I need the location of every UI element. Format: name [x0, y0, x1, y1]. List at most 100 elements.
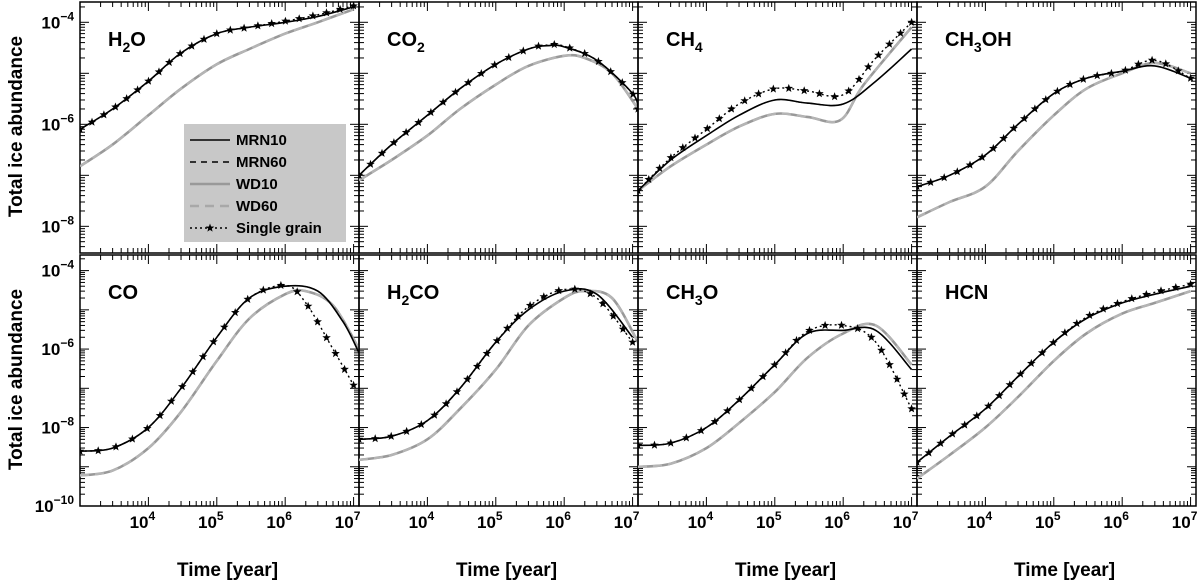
x-ticks	[79, 255, 355, 506]
x-tick-label: 105	[1035, 509, 1061, 532]
panel-title-rest: CO	[409, 282, 439, 304]
x-tick-exp: 5	[217, 509, 224, 523]
single-grain-marker	[267, 19, 276, 28]
y-ticks	[80, 6, 359, 254]
panel-title-main: CH	[666, 282, 695, 304]
single-grain-marker	[198, 352, 208, 361]
single-grain-marker	[1053, 86, 1062, 95]
panel-title-sub: 3	[974, 39, 982, 55]
single-grain-marker	[917, 182, 922, 191]
single-grain-marker	[401, 127, 411, 137]
single-grain-marker	[331, 349, 340, 358]
single-grain-marker	[1037, 348, 1047, 357]
single-grain-marker	[452, 387, 462, 396]
single-grain-marker	[1065, 80, 1075, 89]
series-mrn60	[359, 288, 634, 440]
single-grain-marker	[482, 349, 492, 358]
series-wd10	[917, 289, 1192, 480]
series-mrn10	[638, 326, 913, 447]
single-grain-marker	[187, 41, 197, 50]
single-grain-marker	[430, 410, 439, 419]
x-tick-label: 104	[967, 509, 993, 532]
series-single-grain	[638, 324, 913, 447]
single-grain-marker	[900, 389, 909, 398]
single-grain-marker	[580, 49, 589, 58]
legend: MRN10 MRN60 WD10 WD60 Single grain	[184, 124, 346, 242]
panel-title-sub: 4	[695, 39, 703, 55]
panel-title: HCN	[945, 282, 988, 304]
single-grain-marker	[995, 391, 1004, 400]
panel-frame	[916, 1, 1197, 254]
x-tick-label: 107	[893, 509, 919, 532]
panel-series	[917, 279, 1195, 480]
single-grain-marker	[554, 286, 564, 295]
panel-title: CH4	[666, 29, 703, 55]
x-tick-base: 10	[545, 513, 564, 532]
single-grain-marker	[550, 40, 559, 49]
single-grain-marker	[472, 361, 482, 371]
single-grain-marker	[989, 143, 998, 153]
single-grain-marker	[628, 337, 637, 346]
series-single-grain	[80, 284, 355, 452]
single-grain-marker	[896, 28, 905, 37]
single-grain-marker	[1009, 123, 1018, 132]
single-grain-marker	[799, 86, 809, 95]
single-grain-marker	[313, 317, 322, 326]
y-ticks	[80, 258, 359, 507]
single-grain-marker	[594, 57, 603, 66]
single-grain-marker	[618, 324, 628, 333]
x-ticks	[358, 255, 634, 506]
panel-title: H2O	[108, 29, 146, 55]
single-grain-marker	[122, 94, 131, 103]
single-grain-marker	[441, 399, 451, 408]
single-grain-marker	[322, 8, 331, 17]
single-grain-marker	[359, 170, 364, 179]
single-grain-marker	[655, 163, 664, 172]
single-grain-marker	[539, 292, 549, 301]
x-tick-exp: 4	[149, 509, 156, 523]
single-grain-marker	[907, 17, 916, 26]
single-grain-marker	[335, 4, 345, 14]
single-grain-marker	[678, 143, 687, 152]
single-grain-marker	[1099, 304, 1108, 313]
panel-title-rest: O	[130, 29, 146, 51]
single-grain-marker	[830, 92, 839, 101]
single-grain-marker	[1113, 299, 1122, 308]
panel-series	[917, 55, 1195, 219]
single-grain-marker	[1079, 74, 1088, 83]
x-tick-exp: 7	[912, 509, 919, 523]
single-grain-marker	[864, 62, 873, 71]
single-grain-marker	[682, 433, 691, 442]
single-grain-marker	[926, 177, 935, 186]
legend-label: MRN60	[236, 154, 287, 171]
x-tick-label: 105	[477, 509, 503, 532]
series-wd60	[80, 8, 354, 168]
single-grain-marker	[414, 118, 423, 127]
panel-frame	[916, 254, 1197, 507]
single-grain-marker	[565, 43, 574, 52]
y-tick-base: 10	[35, 497, 54, 516]
single-grain-marker	[513, 311, 523, 320]
single-grain-marker	[133, 85, 142, 94]
legend-label: Single grain	[236, 220, 322, 237]
panel-title-sub: 2	[417, 39, 425, 55]
series-wd60	[917, 290, 1191, 480]
y-tick-base: 10	[41, 13, 60, 32]
single-grain-marker	[735, 395, 744, 404]
single-grain-marker	[1060, 328, 1070, 337]
x-tick-base: 10	[756, 513, 775, 532]
single-grain-marker	[1005, 380, 1015, 389]
y-axis-title: Total ice abundance	[6, 36, 27, 217]
single-grain-marker	[93, 446, 103, 455]
single-grain-marker	[638, 440, 643, 449]
series-wd10	[638, 322, 913, 469]
single-grain-marker	[1174, 66, 1183, 75]
single-grain-marker	[606, 67, 615, 76]
single-grain-marker	[99, 110, 109, 119]
panel-title-rest: O	[703, 282, 719, 304]
single-grain-marker	[769, 84, 778, 93]
y-tick-exp: −6	[60, 111, 74, 125]
single-grain-marker	[1049, 338, 1058, 347]
single-grain-marker	[948, 429, 957, 438]
single-grain-marker	[781, 348, 790, 357]
